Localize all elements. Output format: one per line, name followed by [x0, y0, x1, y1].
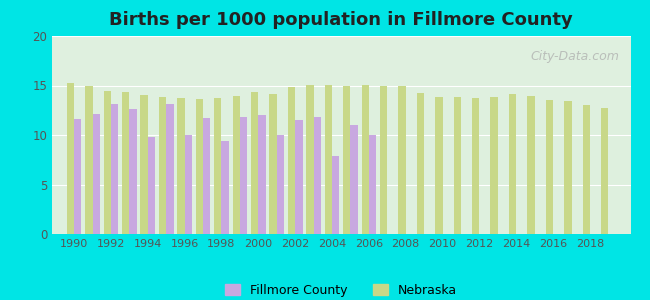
Legend: Fillmore County, Nebraska: Fillmore County, Nebraska: [219, 278, 463, 300]
Bar: [177, 98, 185, 234]
Bar: [222, 141, 229, 234]
Bar: [564, 101, 571, 234]
Bar: [233, 96, 240, 234]
Bar: [324, 85, 332, 234]
Bar: [185, 135, 192, 234]
Bar: [306, 85, 313, 234]
Bar: [196, 99, 203, 234]
Bar: [214, 98, 222, 234]
Bar: [369, 135, 376, 234]
Bar: [166, 104, 174, 234]
Bar: [122, 92, 129, 234]
Bar: [601, 108, 608, 234]
Bar: [140, 95, 148, 234]
Bar: [251, 92, 258, 234]
Bar: [269, 94, 277, 234]
Text: City-Data.com: City-Data.com: [530, 50, 619, 63]
Bar: [258, 115, 266, 234]
Bar: [129, 109, 136, 234]
Bar: [454, 98, 461, 234]
Bar: [527, 96, 535, 234]
Bar: [350, 125, 358, 234]
Title: Births per 1000 population in Fillmore County: Births per 1000 population in Fillmore C…: [109, 11, 573, 29]
Bar: [295, 120, 302, 234]
Bar: [313, 117, 321, 234]
Bar: [361, 85, 369, 234]
Bar: [67, 82, 74, 234]
Bar: [203, 118, 211, 234]
Bar: [85, 85, 92, 234]
Bar: [148, 137, 155, 234]
Bar: [380, 85, 387, 234]
Bar: [398, 85, 406, 234]
Bar: [436, 98, 443, 234]
Bar: [92, 114, 100, 234]
Bar: [417, 93, 424, 234]
Bar: [74, 119, 81, 234]
Bar: [103, 92, 111, 234]
Bar: [343, 86, 350, 234]
Bar: [472, 98, 480, 234]
Bar: [111, 104, 118, 234]
Bar: [332, 156, 339, 234]
Bar: [509, 94, 516, 234]
Bar: [240, 117, 247, 234]
Bar: [288, 88, 295, 234]
Bar: [277, 135, 284, 234]
Bar: [546, 100, 553, 234]
Bar: [582, 105, 590, 234]
Bar: [491, 98, 498, 234]
Bar: [159, 98, 166, 234]
